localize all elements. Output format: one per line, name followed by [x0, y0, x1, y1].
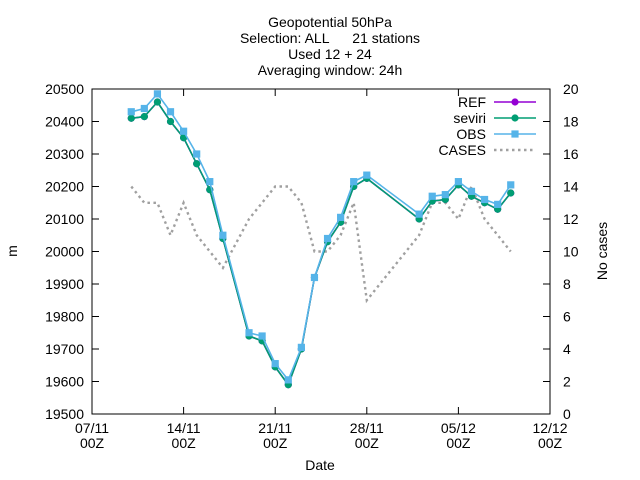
x-tick-label: 12/12	[532, 420, 567, 436]
series-obs-point	[507, 181, 515, 189]
y2-tick-label: 8	[563, 276, 571, 292]
series-layer	[127, 90, 515, 389]
y-tick-label: 20000	[45, 244, 84, 260]
series-obs-point	[127, 108, 135, 116]
series-obs	[127, 90, 515, 384]
x-tick-label: 05/12	[441, 420, 476, 436]
series-seviri-point	[127, 114, 135, 122]
series-cases	[130, 183, 512, 304]
series-obs-point	[153, 90, 162, 98]
y-tick-label: 19500	[45, 406, 84, 422]
series-obs-point	[363, 171, 371, 179]
y-tick-label: 19800	[45, 309, 84, 325]
title-line: Geopotential 50hPa	[268, 14, 392, 30]
x-tick-sublabel: 00Z	[172, 435, 197, 451]
y-tick-label: 20200	[45, 179, 84, 195]
x-tick-sublabel: 00Z	[355, 435, 380, 451]
x-axis-label: Date	[305, 457, 335, 473]
series-obs-point	[441, 191, 449, 199]
legend-item: seviri	[453, 110, 536, 126]
legend-label: OBS	[456, 126, 486, 142]
y-tick-label: 19600	[45, 374, 84, 390]
title-line: Selection: ALL 21 stations	[240, 30, 420, 46]
series-obs-point	[337, 213, 345, 221]
y2-tick-label: 18	[563, 114, 579, 130]
legend-marker-point	[511, 130, 519, 138]
series-seviri-point	[166, 117, 175, 126]
legend-marker-point	[511, 114, 519, 122]
y-tick-label: 19700	[45, 341, 84, 357]
title-line: Averaging window: 24h	[258, 62, 403, 78]
x-tick-sublabel: 00Z	[446, 435, 471, 451]
x-axis: 07/1100Z14/1100Z21/1100Z28/1100Z05/1200Z…	[75, 89, 568, 451]
series-seviri-point	[193, 160, 201, 168]
x-tick-label: 14/11	[167, 420, 201, 436]
series-obs-point	[454, 178, 462, 186]
legend-marker-point	[511, 98, 519, 106]
y-tick-label: 20100	[45, 211, 84, 227]
y2-tick-label: 10	[563, 244, 579, 260]
series-obs-point	[350, 178, 358, 186]
y2-tick-label: 0	[563, 406, 571, 422]
series-obs-point	[206, 178, 214, 186]
y2-axis-label: No cases	[594, 222, 610, 280]
series-line-cases	[130, 183, 512, 304]
series-obs-point	[467, 187, 476, 195]
x-tick-label: 28/11	[350, 420, 384, 436]
series-obs-point	[140, 104, 148, 113]
y2-tick-label: 20	[563, 81, 579, 97]
y2-tick-label: 2	[563, 374, 571, 390]
series-obs-point	[415, 210, 423, 218]
y2-tick-label: 4	[563, 341, 571, 357]
series-obs-point	[428, 192, 436, 200]
legend-item: REF	[458, 94, 536, 110]
legend-label: REF	[458, 94, 486, 110]
y-axis-label: m	[4, 245, 20, 257]
x-tick-sublabel: 00Z	[263, 435, 288, 451]
y2-tick-label: 14	[563, 179, 579, 195]
y-tick-label: 20400	[45, 114, 84, 130]
y2-tick-label: 16	[563, 146, 579, 162]
y-tick-label: 20500	[45, 81, 84, 97]
y2-axis: 0 2 4 6 8 10 12 14 16 18 20	[543, 81, 579, 422]
legend-label: CASES	[439, 142, 486, 158]
series-obs-point	[494, 200, 502, 208]
series-obs-point	[480, 195, 489, 204]
series-obs-point	[193, 150, 201, 158]
series-seviri-point	[507, 189, 515, 197]
y-axis: 19500 19600 19700 19800 19900 20000 20100 20200…	[45, 81, 99, 422]
y-tick-label: 20300	[45, 146, 84, 162]
series-obs-point	[323, 234, 332, 243]
series-obs-point	[284, 376, 292, 384]
legend-item: CASES	[439, 142, 536, 158]
series-seviri-point	[153, 98, 162, 106]
x-tick-label: 21/11	[258, 420, 292, 436]
series-obs-point	[297, 343, 305, 351]
x-tick-label: 07/11	[75, 420, 109, 436]
y2-tick-label: 12	[563, 211, 579, 227]
legend-item: OBS	[456, 126, 536, 142]
series-obs-point	[166, 108, 175, 116]
series-line-obs	[131, 92, 512, 382]
y-tick-label: 19900	[45, 276, 84, 292]
x-tick-sublabel: 00Z	[538, 435, 563, 451]
y2-tick-label: 6	[563, 309, 571, 325]
series-obs-point	[219, 231, 227, 239]
title-line: Used 12 + 24	[288, 46, 372, 62]
series-obs-point	[258, 332, 266, 340]
series-obs-point	[310, 273, 319, 282]
x-tick-sublabel: 00Z	[80, 435, 105, 451]
legend-label: seviri	[453, 110, 486, 126]
series-obs-point	[245, 329, 253, 337]
series-seviri-point	[140, 113, 148, 121]
series-obs-point	[271, 360, 279, 368]
series-obs-point	[180, 127, 188, 135]
